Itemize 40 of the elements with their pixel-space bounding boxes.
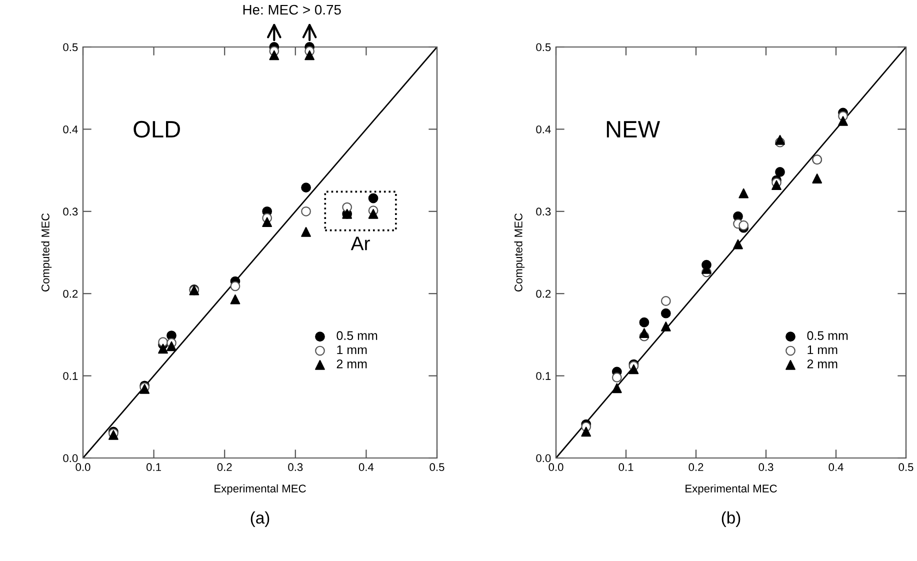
x-axis-title: Experimental MEC: [214, 484, 306, 495]
annotation: Ar: [350, 236, 370, 250]
annotation: OLD: [134, 120, 180, 138]
y-tick-label: 0.1: [63, 372, 78, 380]
x-tick-label: 0.1: [618, 463, 634, 472]
y-tick-label: 0.0: [63, 454, 78, 462]
x-tick-label: 0.4: [828, 463, 844, 472]
y-tick-label: 0.4: [536, 125, 551, 134]
x-tick-label: 0.5: [430, 463, 444, 472]
text: (b): [722, 511, 740, 527]
y-tick-label: 0.3: [536, 208, 551, 216]
legend-label: 1 mm: [337, 345, 367, 354]
legend-label: 2 mm: [807, 359, 838, 368]
y-tick-label: 0.3: [63, 208, 78, 216]
x-tick-label: 0.2: [217, 463, 232, 472]
legend-label: 0.5 mm: [336, 331, 378, 340]
y-tick-label: 0.0: [536, 454, 551, 462]
annotation: NEW: [606, 121, 660, 138]
legend-label: 2 mm: [336, 359, 367, 368]
x-axis-title: Experimental MEC: [686, 484, 777, 495]
x-tick-label: 0.3: [288, 463, 303, 472]
y-axis-title: Computed MEC: [514, 213, 525, 292]
y-tick-label: 0.5: [536, 43, 551, 52]
x-tick-label: 0.3: [758, 463, 774, 472]
y-tick-label: 0.2: [536, 290, 551, 298]
y-tick-label: 0.1: [536, 372, 551, 380]
y-tick-label: 0.5: [63, 43, 78, 52]
x-tick-label: 0.2: [688, 463, 704, 472]
x-tick-label: 0.4: [358, 463, 374, 472]
y-tick-label: 0.4: [63, 125, 78, 134]
x-tick-label: 0.1: [146, 463, 161, 472]
legend-label: 0.5 mm: [807, 331, 848, 340]
x-tick-label: 0.0: [76, 463, 90, 472]
x-tick-label: 0.0: [548, 463, 564, 472]
y-tick-label: 0.2: [63, 290, 78, 298]
legend-label: 1 mm: [808, 345, 838, 354]
y-axis-title: Computed MEC: [41, 213, 52, 292]
text: He: MEC > 0.75: [243, 4, 341, 15]
text: (a): [250, 511, 270, 527]
x-tick-label: 0.5: [898, 463, 914, 472]
